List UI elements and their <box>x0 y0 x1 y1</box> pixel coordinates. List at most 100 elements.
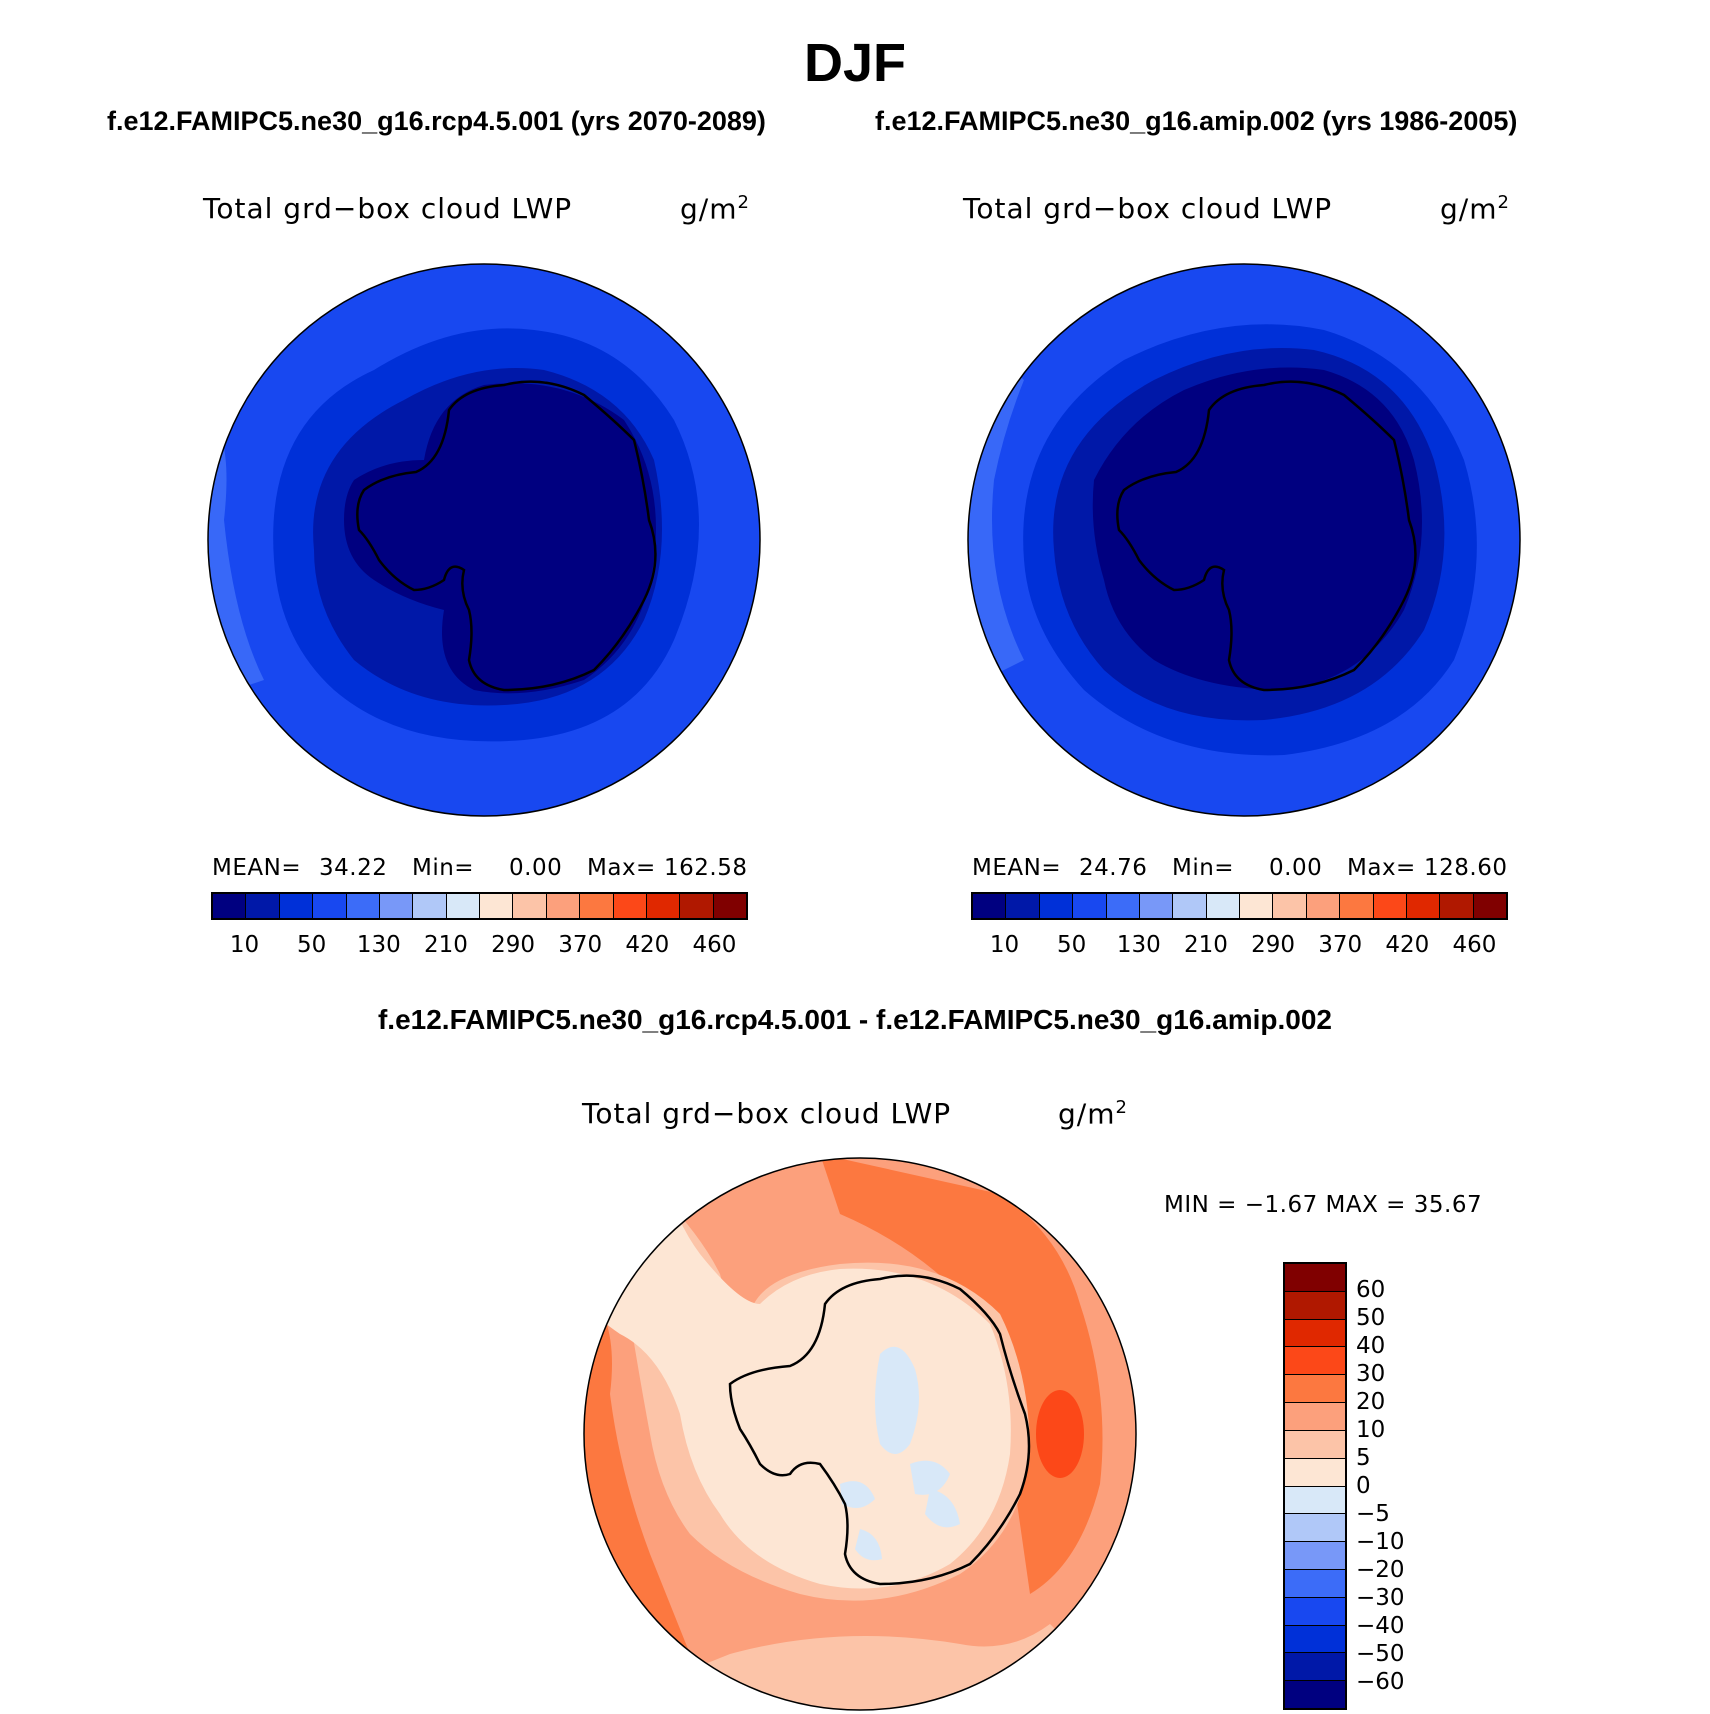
colorbar-left <box>211 892 748 920</box>
map-diff <box>583 1157 1137 1711</box>
colorbar-diff-box <box>1285 1597 1345 1626</box>
colorbar-box <box>1139 894 1174 918</box>
map-right-coastline <box>1116 380 1417 692</box>
colorbar-diff-box <box>1285 1653 1345 1682</box>
panel-right-variable: Total grd−box cloud LWP <box>963 192 1333 225</box>
panel-left-max-label: Max= <box>587 855 656 881</box>
colorbar-box <box>546 894 581 918</box>
colorbar-box <box>1106 894 1140 918</box>
figure-title: DJF <box>803 33 906 93</box>
colorbar-box <box>1306 894 1341 918</box>
colorbar-box <box>246 894 280 918</box>
colorbar-diff-box <box>1285 1430 1345 1459</box>
colorbar-tick-label: 210 <box>1183 932 1228 958</box>
colorbar-box <box>973 894 1007 918</box>
colorbar-box <box>480 894 514 918</box>
colorbar-diff-box <box>1285 1681 1345 1708</box>
colorbar-diff-tick-label: −5 <box>1356 1501 1390 1527</box>
panel-left-min-label: Min= <box>412 855 475 881</box>
colorbar-diff-box <box>1285 1542 1345 1570</box>
diff-units: g/m2 <box>1058 1097 1128 1131</box>
colorbar-diff-tick-label: −30 <box>1356 1585 1405 1611</box>
colorbar-box <box>713 894 746 918</box>
colorbar-diff-tick-label: −50 <box>1356 1641 1405 1667</box>
colorbar-box <box>213 894 247 918</box>
colorbar-box <box>1039 894 1074 918</box>
colorbar-box <box>379 894 414 918</box>
colorbar-diff-box <box>1285 1625 1345 1654</box>
colorbar-right <box>971 892 1508 920</box>
colorbar-diff-box <box>1285 1514 1345 1543</box>
colorbar-tick-label: 290 <box>1251 932 1296 958</box>
map-diff-coastline <box>728 1274 1031 1586</box>
colorbar-diff-box <box>1285 1264 1345 1292</box>
colorbar-tick-label: 130 <box>356 932 401 958</box>
panel-left-mean: 34.22 <box>319 855 388 881</box>
panel-right-min-label: Min= <box>1172 855 1235 881</box>
colorbar-diff-box <box>1285 1486 1345 1515</box>
colorbar-box <box>346 894 380 918</box>
colorbar-diff-tick-label: −20 <box>1356 1557 1405 1583</box>
panel-right-max: 128.60 <box>1424 855 1508 881</box>
colorbar-diff <box>1283 1262 1347 1710</box>
colorbar-diff-tick-label: −40 <box>1356 1613 1405 1639</box>
colorbar-box <box>1473 894 1506 918</box>
map-left-inner <box>344 383 656 694</box>
map-right <box>967 263 1521 817</box>
colorbar-box <box>1006 894 1040 918</box>
colorbar-box <box>513 894 547 918</box>
panel-right-max-label: Max= <box>1347 855 1416 881</box>
colorbar-diff-tick-label: 20 <box>1356 1389 1386 1415</box>
colorbar-tick-label: 420 <box>1385 932 1430 958</box>
colorbar-diff-box <box>1285 1347 1345 1376</box>
colorbar-diff-box <box>1285 1569 1345 1598</box>
map-diff-lower-band <box>584 1624 1136 1710</box>
colorbar-box <box>1340 894 1374 918</box>
colorbar-tick-label: 370 <box>558 932 603 958</box>
colorbar-box <box>1240 894 1274 918</box>
panel-left-max: 162.58 <box>664 855 748 881</box>
map-diff-hot-east <box>820 1158 1103 1594</box>
colorbar-tick-label: 420 <box>625 932 670 958</box>
map-right-inner <box>1092 367 1422 690</box>
colorbar-diff-box <box>1285 1458 1345 1487</box>
map-diff-inner <box>584 1158 1011 1589</box>
colorbar-box <box>646 894 681 918</box>
colorbar-tick-label: 50 <box>297 932 327 958</box>
colorbar-box <box>279 894 314 918</box>
panel-right-min: 0.00 <box>1269 855 1323 881</box>
panel-left-variable: Total grd−box cloud LWP <box>203 192 573 225</box>
map-diff-max-spot <box>1036 1390 1084 1478</box>
colorbar-tick-label: 50 <box>1057 932 1087 958</box>
panel-right-units: g/m2 <box>1440 192 1510 226</box>
case-title-right: f.e12.FAMIPC5.ne30_g16.amip.002 (yrs 198… <box>875 106 1518 136</box>
colorbar-diff-tick-label: 30 <box>1356 1361 1386 1387</box>
colorbar-diff-tick-label: −60 <box>1356 1669 1405 1695</box>
panel-left-units: g/m2 <box>680 192 750 226</box>
map-left-coastline <box>356 380 657 692</box>
colorbar-diff-tick-label: 60 <box>1356 1277 1386 1303</box>
colorbar-box <box>1073 894 1107 918</box>
colorbar-diff-tick-label: 10 <box>1356 1417 1386 1443</box>
colorbar-box <box>1273 894 1307 918</box>
colorbar-diff-tick-label: 40 <box>1356 1333 1386 1359</box>
colorbar-box <box>1173 894 1207 918</box>
panel-right-mean: 24.76 <box>1079 855 1148 881</box>
panel-right-mean-label: MEAN= <box>972 855 1062 881</box>
colorbar-diff-box <box>1285 1319 1345 1348</box>
colorbar-diff-tick-label: −10 <box>1356 1529 1405 1555</box>
case-title-left: f.e12.FAMIPC5.ne30_g16.rcp4.5.001 (yrs 2… <box>107 106 766 136</box>
colorbar-tick-label: 210 <box>423 932 468 958</box>
colorbar-box <box>680 894 714 918</box>
colorbar-diff-box <box>1285 1403 1345 1431</box>
colorbar-diff-box <box>1285 1375 1345 1404</box>
colorbar-box <box>1206 894 1240 918</box>
panel-left-min: 0.00 <box>509 855 563 881</box>
colorbar-diff-tick-label: 50 <box>1356 1305 1386 1331</box>
colorbar-diff-tick-label: 0 <box>1356 1473 1371 1499</box>
colorbar-box <box>580 894 614 918</box>
colorbar-box <box>1440 894 1474 918</box>
colorbar-tick-label: 460 <box>692 932 737 958</box>
colorbar-diff-box <box>1285 1291 1345 1320</box>
colorbar-box <box>446 894 480 918</box>
